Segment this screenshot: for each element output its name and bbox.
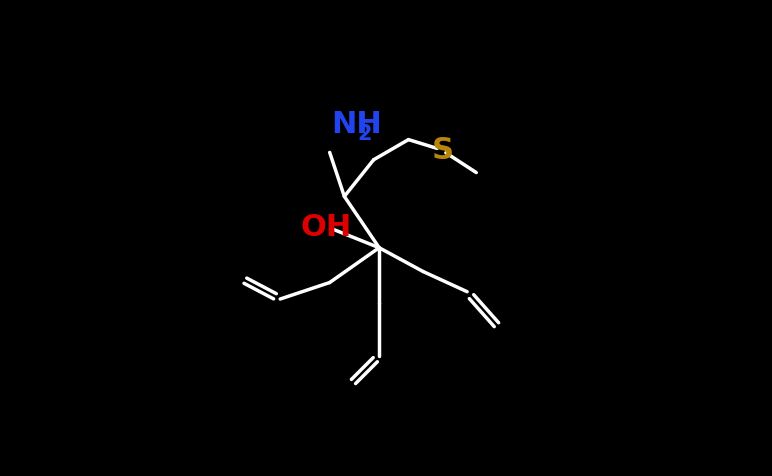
Text: 2: 2 bbox=[357, 124, 371, 144]
Text: NH: NH bbox=[331, 110, 382, 139]
Text: S: S bbox=[432, 136, 454, 165]
Text: OH: OH bbox=[300, 213, 351, 242]
